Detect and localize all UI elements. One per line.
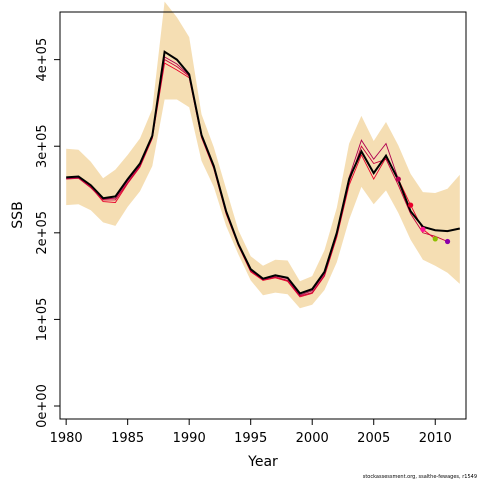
ssb-estimate-line — [66, 50, 461, 295]
retro-endpoint-5 — [444, 238, 451, 245]
retro-endpoint-1 — [395, 176, 401, 182]
retro-endpoint-4 — [432, 236, 438, 242]
x-tick-label: 1985 — [111, 431, 144, 446]
y-axis-title: SSB — [10, 201, 26, 228]
x-axis: 1980 1985 1990 1995 2000 2005 2010 — [50, 419, 452, 446]
retro-endpoint-2 — [408, 202, 414, 208]
confidence-band — [66, 1, 460, 309]
y-tick-label: 4e+05 — [35, 38, 50, 82]
x-tick-label: 2010 — [419, 431, 452, 446]
plot-area — [66, 1, 461, 309]
y-axis: 0e+00 1e+05 2e+05 3e+05 4e+05 — [35, 38, 60, 428]
y-tick-label: 3e+05 — [35, 124, 50, 168]
footnote: stockassessment.org, ssalthe-fewages, r1… — [363, 474, 477, 480]
y-tick-label: 1e+05 — [35, 298, 50, 342]
y-tick-label: 0e+00 — [35, 384, 50, 428]
retrospective-line-1 — [66, 62, 436, 298]
retro-endpoint-3 — [420, 226, 426, 232]
x-axis-title: Year — [247, 454, 278, 470]
y-tick-label: 2e+05 — [35, 211, 50, 255]
x-tick-label: 2000 — [296, 431, 329, 446]
x-tick-label: 1980 — [50, 431, 83, 446]
x-tick-label: 1995 — [234, 431, 267, 446]
x-tick-label: 1990 — [173, 431, 206, 446]
plot-frame — [59, 11, 467, 420]
x-tick-label: 2005 — [357, 431, 390, 446]
